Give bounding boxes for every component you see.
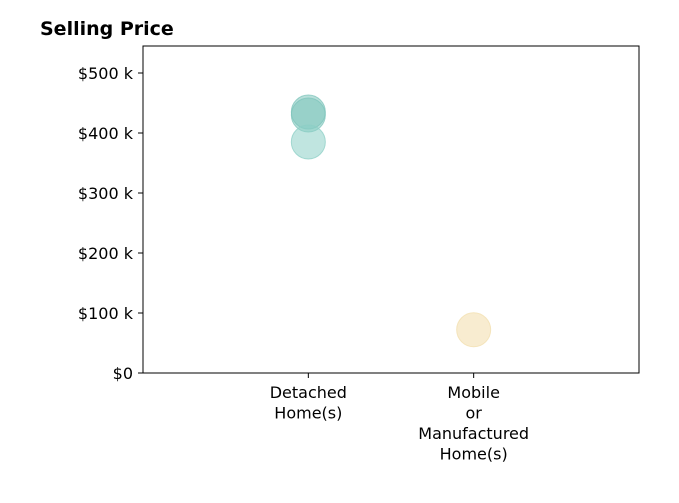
data-points (290, 94, 492, 348)
x-tick-label: Mobile or Manufactured Home(s) (418, 383, 529, 464)
x-tick-label-line: or (465, 404, 482, 423)
y-axis: $0 $100 k $200 k $300 k $400 k $500 k (78, 64, 143, 383)
chart-title: Selling Price (40, 18, 174, 40)
plot-area-frame (142, 45, 640, 374)
y-tick-label: $0 (113, 364, 133, 383)
y-tick-label: $400 k (78, 124, 134, 143)
x-axis: Detached Home(s) Mobile or Manufactured Home(… (270, 373, 529, 464)
y-tick-label: $300 k (78, 184, 134, 203)
x-tick-label-line: Home(s) (274, 404, 342, 423)
x-tick-label-line: Detached (270, 383, 347, 402)
y-tick-label: $500 k (78, 64, 134, 83)
y-tick-label: $200 k (78, 244, 134, 263)
data-point (290, 124, 326, 160)
x-tick-label-line: Mobile (447, 383, 499, 402)
x-tick-label-line: Home(s) (440, 445, 508, 464)
x-tick-label-line: Manufactured (418, 424, 529, 443)
data-point (456, 312, 492, 348)
x-tick-label: Detached Home(s) (270, 383, 347, 423)
y-tick-label: $100 k (78, 304, 134, 323)
